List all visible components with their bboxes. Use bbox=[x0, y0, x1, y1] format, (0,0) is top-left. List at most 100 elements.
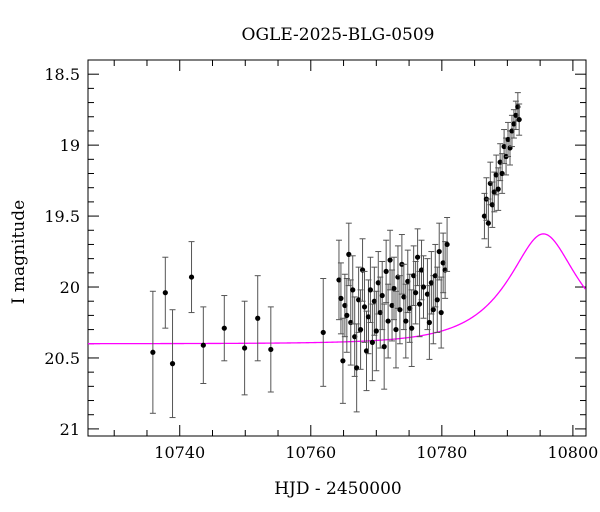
data-points-layer bbox=[149, 92, 523, 419]
data-point bbox=[221, 295, 228, 362]
data-marker bbox=[350, 287, 356, 293]
data-marker bbox=[371, 298, 377, 304]
data-marker bbox=[424, 291, 431, 297]
data-point bbox=[241, 300, 248, 396]
data-marker bbox=[403, 318, 409, 324]
y-tick-label: 19 bbox=[60, 136, 80, 155]
data-point bbox=[434, 266, 441, 333]
data-point bbox=[365, 279, 372, 355]
data-marker bbox=[357, 326, 364, 333]
data-point bbox=[487, 161, 494, 206]
data-point bbox=[396, 275, 403, 345]
data-marker bbox=[401, 294, 407, 300]
data-point bbox=[408, 289, 415, 367]
x-tick-label: 10800 bbox=[547, 443, 598, 462]
data-marker bbox=[255, 315, 261, 321]
data-marker bbox=[505, 136, 511, 143]
data-marker bbox=[352, 334, 358, 340]
data-point bbox=[200, 306, 207, 385]
data-marker bbox=[188, 274, 195, 280]
data-point bbox=[267, 306, 274, 393]
data-marker bbox=[444, 241, 450, 248]
data-marker bbox=[438, 309, 444, 316]
data-point bbox=[339, 317, 346, 404]
data-point bbox=[367, 256, 374, 323]
data-marker bbox=[369, 339, 375, 345]
data-marker bbox=[169, 361, 176, 367]
data-marker bbox=[511, 121, 517, 127]
data-marker bbox=[150, 349, 156, 355]
data-marker bbox=[242, 345, 248, 351]
data-marker bbox=[381, 344, 387, 350]
data-marker bbox=[481, 213, 488, 219]
data-marker bbox=[489, 202, 495, 208]
data-marker bbox=[200, 342, 206, 348]
data-marker bbox=[397, 307, 403, 313]
data-point bbox=[162, 256, 169, 329]
data-marker bbox=[373, 328, 379, 334]
data-marker bbox=[440, 260, 446, 266]
x-tick-label: 10740 bbox=[154, 443, 205, 462]
y-axis-label: I magnitude bbox=[9, 200, 29, 304]
x-axis-label: HJD - 2450000 bbox=[274, 479, 402, 499]
data-marker bbox=[420, 284, 427, 290]
data-marker bbox=[389, 302, 395, 309]
data-point bbox=[491, 171, 498, 213]
data-point bbox=[440, 232, 447, 294]
chart-title: OGLE-2025-BLG-0509 bbox=[242, 25, 435, 45]
data-marker bbox=[430, 307, 436, 313]
data-marker bbox=[418, 267, 425, 273]
data-point bbox=[387, 229, 394, 291]
data-marker bbox=[501, 143, 507, 150]
data-marker bbox=[515, 104, 521, 110]
axis-tick-labels: 10740 10760 10780 10800 18.5 19 19.5 20 20.5 21 bbox=[44, 65, 598, 462]
data-marker bbox=[413, 290, 419, 296]
x-tick-label: 10780 bbox=[416, 443, 467, 462]
data-marker bbox=[367, 287, 374, 293]
data-point bbox=[481, 192, 488, 240]
data-point bbox=[345, 222, 352, 287]
data-marker bbox=[432, 273, 438, 279]
data-point bbox=[489, 181, 496, 228]
y-tick-label: 18.5 bbox=[44, 65, 80, 84]
data-marker bbox=[428, 280, 434, 286]
data-marker bbox=[361, 304, 368, 310]
data-marker bbox=[407, 305, 413, 311]
data-point bbox=[516, 103, 523, 136]
axis-ticks bbox=[88, 60, 586, 436]
data-point bbox=[381, 303, 388, 390]
data-marker bbox=[268, 346, 274, 353]
data-marker bbox=[409, 325, 415, 331]
data-marker bbox=[434, 297, 440, 303]
data-point bbox=[508, 114, 515, 148]
data-marker bbox=[336, 277, 342, 283]
plot-frame bbox=[87, 59, 587, 437]
data-marker bbox=[393, 326, 399, 333]
data-marker bbox=[485, 220, 491, 226]
data-point bbox=[357, 289, 364, 370]
data-point bbox=[418, 239, 425, 301]
data-marker bbox=[375, 280, 381, 286]
data-point bbox=[424, 258, 431, 331]
data-marker bbox=[320, 329, 326, 336]
data-marker bbox=[387, 257, 393, 263]
data-point bbox=[400, 263, 407, 331]
data-marker bbox=[414, 254, 421, 260]
data-point bbox=[389, 269, 396, 342]
data-point bbox=[149, 290, 156, 414]
data-point bbox=[410, 245, 417, 306]
data-marker bbox=[383, 268, 389, 275]
data-marker bbox=[516, 116, 522, 123]
data-marker bbox=[436, 248, 442, 255]
data-marker bbox=[221, 325, 227, 331]
data-point bbox=[420, 255, 427, 319]
data-point bbox=[169, 309, 176, 419]
data-point bbox=[254, 275, 261, 362]
y-tick-label: 19.5 bbox=[44, 207, 80, 226]
data-point bbox=[320, 278, 327, 387]
data-point bbox=[495, 167, 502, 211]
data-marker bbox=[365, 314, 372, 320]
data-point bbox=[426, 285, 433, 360]
data-point bbox=[337, 262, 344, 335]
